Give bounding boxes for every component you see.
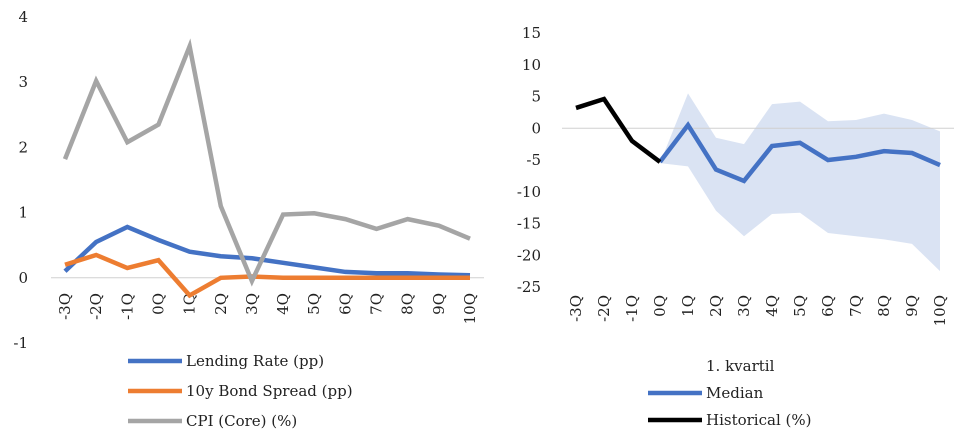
chart-1-x-tick-label: 3Q	[243, 293, 261, 315]
chart-1-x-tick-label: 4Q	[274, 293, 292, 315]
chart-2-legend-label-historical: Historical (%)	[706, 411, 811, 429]
chart-2-x-tick-label: 0Q	[651, 295, 669, 317]
chart-1-x-tick-label: 10Q	[461, 293, 479, 324]
chart-2-y-tick-label: -25	[517, 278, 541, 296]
chart-2-legend-label-median: Median	[706, 384, 764, 402]
chart-2-x-tick-label: 8Q	[875, 295, 893, 317]
chart-1-y-tick-label: 3	[18, 73, 28, 91]
chart-2-x-tick-label: 2Q	[707, 295, 725, 317]
chart-1-x-tick-label: -3Q	[56, 293, 74, 320]
chart-2-y-tick-label: 5	[531, 88, 541, 106]
chart-2-x-tick-label: 6Q	[819, 295, 837, 317]
chart-1-x-tick-label: -1Q	[118, 293, 136, 320]
chart-1-x-tick-label: 7Q	[368, 293, 386, 315]
chart-2-x-tick-label: -2Q	[595, 295, 613, 322]
chart-1-x-tick-label: 2Q	[212, 293, 230, 315]
chart-1-y-tick-label: 2	[18, 138, 28, 156]
chart-2-legend-label-1-kvartil: 1. kvartil	[706, 357, 775, 375]
chart-1-series-10y-bond-spread-pp	[64, 252, 470, 299]
chart-left: -1 0 1 2 3 4 -3Q -2Q -1Q 0Q 1Q 2Q 3Q 4Q 5Q 6Q 7Q 8Q 9Q 10Q L…	[13, 8, 484, 430]
chart-2-x-tick-label: 7Q	[847, 295, 865, 317]
chart-2-x-tick-label: 9Q	[903, 295, 921, 317]
chart-1-x-tick-label: 5Q	[305, 293, 323, 315]
chart-2-series-median	[658, 121, 941, 184]
chart-1-legend-label-10y-bond-spread-pp: 10y Bond Spread (pp)	[186, 382, 353, 400]
chart-2-y-tick-label: 15	[522, 24, 541, 42]
chart-1-legend-label-lending-rate-pp: Lending Rate (pp)	[186, 352, 324, 370]
chart-2-y-tick-label: -15	[517, 215, 541, 233]
chart-1-x-tick-label: 6Q	[336, 293, 354, 315]
chart-1-x-tick-label: 0Q	[149, 293, 167, 315]
chart-2-x-tick-label: 5Q	[791, 295, 809, 317]
chart-2-x-tick-label: 3Q	[735, 295, 753, 317]
chart-2-y-tick-label: 0	[531, 119, 541, 137]
chart-1-y-tick-label: 1	[18, 204, 28, 222]
chart-2-y-tick-label: -5	[526, 151, 541, 169]
chart-1-legend-label-cpi-core: CPI (Core) (%)	[186, 412, 297, 430]
chart-2-y-tick-label: -20	[517, 246, 541, 264]
chart-2-x-tick-label: -1Q	[623, 295, 641, 322]
chart-1-y-tick-label: 4	[18, 8, 28, 26]
chart-2-band-1-kvartil	[660, 93, 940, 272]
chart-2-x-tick-label: -3Q	[567, 295, 585, 322]
chart-1-x-tick-label: 8Q	[399, 293, 417, 315]
chart-1-series-cpi-core	[62, 38, 471, 287]
chart-1-x-tick-label: 1Q	[181, 293, 199, 315]
chart-1-series-lending-rate-pp	[63, 224, 471, 278]
chart-2-y-tick-label: -10	[517, 183, 541, 201]
chart-1-x-tick-label: -2Q	[87, 293, 105, 320]
chart-2-x-tick-label: 1Q	[679, 295, 697, 317]
chart-2-x-tick-label: 10Q	[931, 295, 949, 326]
chart-1-y-tick-label: 0	[18, 269, 28, 287]
chart-right: -25 -20 -15 -10 -5 0 5 10 15 -3Q -2Q -1Q 0Q 1Q 2Q 3Q 4Q 5…	[517, 24, 954, 429]
chart-1-x-tick-label: 9Q	[430, 293, 448, 315]
chart-1-y-tick-label: -1	[13, 334, 28, 352]
chart-2-y-tick-label: 10	[522, 56, 541, 74]
chart-2-series-historical	[575, 96, 662, 164]
chart-2-x-tick-label: 4Q	[763, 295, 781, 317]
